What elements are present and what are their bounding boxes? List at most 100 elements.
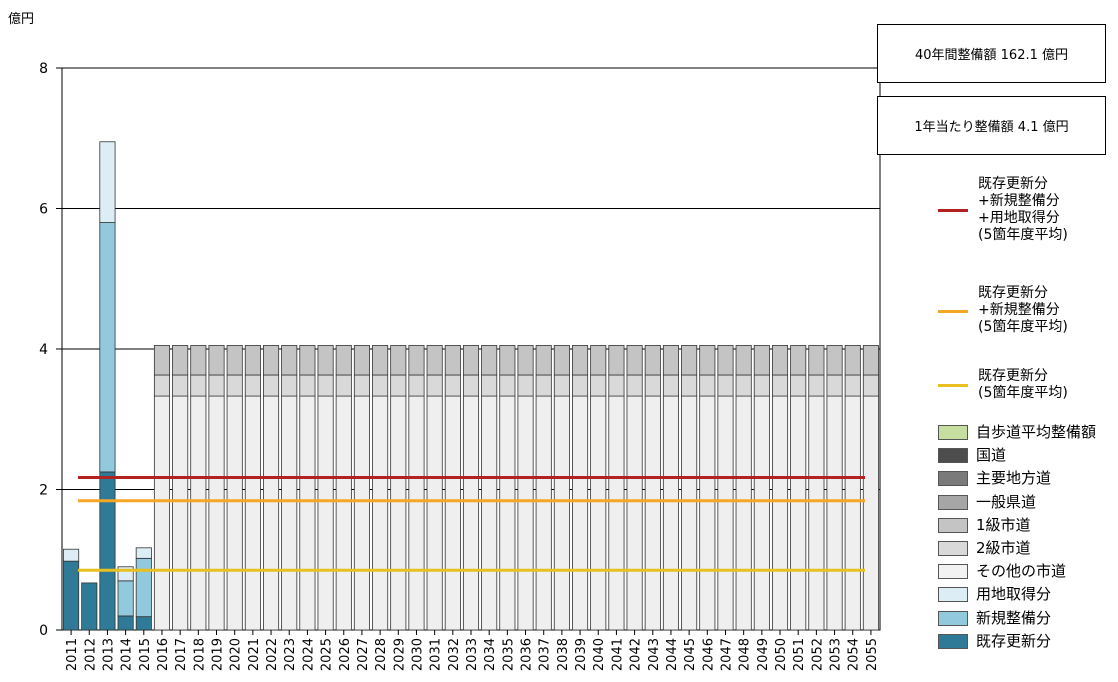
legend-label: その他の市道 — [976, 562, 1067, 581]
bar-segment — [590, 395, 607, 631]
bar-segment — [281, 345, 298, 376]
bar-segment — [390, 374, 407, 397]
bar-segment — [426, 345, 443, 376]
bar-segment — [244, 374, 261, 397]
bar-segment — [662, 345, 679, 376]
bar-segment — [771, 345, 789, 376]
bar-segment — [826, 374, 843, 397]
bar-segment — [535, 374, 552, 397]
bar-segment — [681, 345, 698, 376]
bar-segment — [535, 345, 552, 376]
legend-label: 国道 — [976, 446, 1007, 465]
x-tick-label: 2016 — [156, 638, 171, 671]
bar-segment — [117, 615, 134, 631]
bar-segment — [299, 374, 316, 397]
legend-line-swatch — [938, 384, 968, 387]
bar-segment — [535, 395, 552, 631]
bar-segment — [335, 345, 352, 376]
bar-segment — [208, 345, 225, 376]
bar-segment — [717, 395, 734, 631]
bar-segment — [662, 395, 679, 631]
x-tick-label: 2011 — [65, 638, 80, 671]
bar-segment — [317, 374, 334, 397]
bar-segment — [226, 374, 243, 397]
bar-segment — [481, 374, 498, 397]
bar-segment — [335, 395, 352, 631]
bar-segment — [572, 345, 589, 376]
bar-segment — [553, 374, 570, 397]
bar-segment — [263, 374, 280, 397]
bar-segment — [99, 141, 116, 223]
x-tick-label: 2055 — [865, 638, 880, 671]
x-tick-label: 2021 — [247, 638, 262, 671]
bar-segment — [553, 395, 570, 631]
bar-segment — [862, 345, 879, 376]
bar-segment — [590, 374, 607, 397]
total-cost-box: 40年間整備額 162.1 億円 — [877, 24, 1106, 83]
x-tick-label: 2029 — [392, 638, 407, 671]
bar-segment — [444, 345, 461, 376]
bar-segment — [353, 395, 370, 631]
bar-segment — [153, 374, 171, 397]
x-tick-label: 2019 — [211, 638, 226, 671]
x-tick-label: 2040 — [592, 638, 607, 671]
bar-segment — [626, 395, 643, 631]
bar-segment — [499, 395, 516, 631]
bar-segment — [517, 374, 534, 397]
bar-segment — [281, 374, 298, 397]
bar-segment — [517, 395, 534, 631]
bar-segment — [753, 374, 770, 397]
bar-segment — [208, 374, 225, 397]
y-tick-label: 6 — [39, 202, 48, 218]
bar-segment — [790, 395, 807, 631]
bar-segment — [153, 395, 171, 631]
y-axis-unit-label: 億円 — [8, 12, 35, 27]
x-tick-label: 2015 — [138, 638, 153, 671]
bar-segment — [226, 395, 243, 631]
bar-segment — [608, 345, 625, 376]
bar-segment — [63, 560, 80, 631]
bar-segment — [317, 395, 334, 631]
bar-segment — [190, 395, 207, 631]
annual-cost-text: 1年当たり整備額 4.1 億円 — [914, 120, 1069, 135]
bar-segment — [608, 395, 625, 631]
bar-segment — [99, 222, 116, 473]
x-tick-label: 2039 — [574, 638, 589, 671]
bar-segment — [135, 557, 152, 618]
x-tick-label: 2037 — [538, 638, 553, 671]
bar-segment — [281, 395, 298, 631]
bar-segment — [553, 345, 570, 376]
bar-segment — [390, 395, 407, 631]
bar-segment — [481, 345, 498, 376]
bar-segment — [372, 395, 389, 631]
legend-line-label: 既存更新分 (5箇年度平均) — [978, 368, 1068, 401]
x-tick-label: 2035 — [501, 638, 516, 671]
x-tick-label: 2017 — [174, 638, 189, 671]
legend-swatch — [938, 633, 968, 649]
x-tick-label: 2022 — [265, 638, 280, 671]
x-tick-label: 2051 — [792, 638, 807, 671]
bar-segment — [517, 345, 534, 376]
bar-segment — [862, 374, 879, 397]
bar-segment — [481, 395, 498, 631]
bar-segment — [808, 374, 825, 397]
legend-label: 2級市道 — [976, 539, 1031, 557]
x-tick-label: 2025 — [320, 638, 335, 671]
bar-segment — [263, 395, 280, 631]
bar-segment — [462, 345, 480, 376]
bar-segment — [135, 547, 152, 559]
legend-label: 一般県道 — [976, 492, 1037, 511]
x-tick-label: 2054 — [847, 638, 862, 671]
x-tick-label: 2023 — [283, 638, 298, 671]
bar-segment — [172, 345, 189, 376]
bar-segment — [244, 395, 261, 631]
bar-segment — [826, 395, 843, 631]
bar-segment — [808, 395, 825, 631]
bar-segment — [735, 395, 752, 631]
legend-swatch — [938, 564, 968, 580]
bar-segment — [444, 395, 461, 631]
bar-segment — [226, 345, 243, 376]
x-tick-label: 2014 — [120, 638, 135, 671]
y-tick-label: 4 — [39, 342, 48, 358]
